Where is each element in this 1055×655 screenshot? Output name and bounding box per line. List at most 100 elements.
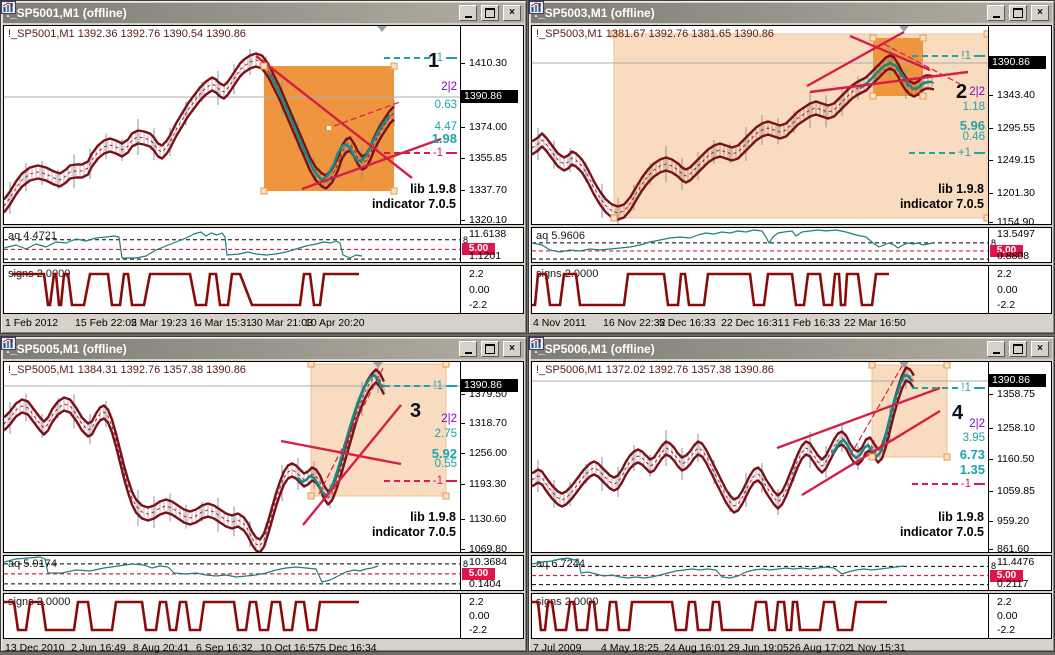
indicator-version: indicator 7.0.5 xyxy=(371,525,456,539)
window-titlebar[interactable]: !_SP5001,M1 (offline) × xyxy=(1,1,524,23)
price-tick-label: 1160.50 xyxy=(997,453,1035,465)
level-annotation: !1 xyxy=(384,379,457,393)
window-titlebar[interactable]: !_SP5006,M1 (offline) × xyxy=(529,337,1052,359)
price-tick xyxy=(461,453,465,454)
aq-level-8: 8 xyxy=(991,561,997,572)
time-axis[interactable]: 13 Dec 2010 2 Jun 16:49 8 Aug 20:41 6 Sep 1… xyxy=(3,641,524,655)
lib-version-label: lib 1.9.8 indicator 7.0.5 xyxy=(372,182,456,212)
chart-window-sp5005[interactable]: !_SP5005,M1 (offline) × !_SP5005,M1 1384… xyxy=(0,336,527,654)
price-tick xyxy=(461,549,465,550)
aq-plot[interactable]: aq 4.4721 xyxy=(4,228,460,262)
chart-window-sp5003[interactable]: !_SP5003,M1 (offline) × !_SP5003,M1 1381… xyxy=(528,0,1055,334)
time-axis[interactable]: 1 Feb 2012 15 Feb 22:05 2 Mar 19:23 16 Mar … xyxy=(3,316,524,332)
aq-max-value: 11.4476 xyxy=(997,556,1035,568)
price-axis[interactable]: 1390.86 1410.30 1374.00 1355.85 1337.70 1320… xyxy=(460,26,523,224)
signs-indicator-pane[interactable]: signs 2.0000 2.2 0.00 -2.2 xyxy=(531,593,1052,639)
main-plot[interactable]: !_SP5006,M1 1372.02 1392.76 1357.38 1390… xyxy=(532,362,988,552)
signs-axis[interactable]: 2.2 0.00 -2.2 xyxy=(460,594,523,638)
level-annotation: 0.46 xyxy=(962,131,985,143)
signs-plot[interactable]: signs 2.0000 xyxy=(532,594,988,638)
chart-client-area: !_SP5005,M1 1384.31 1392.76 1357.38 1390… xyxy=(3,361,524,654)
main-price-pane[interactable]: !_SP5006,M1 1372.02 1392.76 1357.38 1390… xyxy=(531,361,1052,553)
level-annotation: 5.92 xyxy=(431,445,457,461)
signs-axis[interactable]: 2.2 0.00 -2.2 xyxy=(460,266,523,313)
current-price-box: 1390.86 xyxy=(461,90,518,103)
signs-axis-max: 2.2 xyxy=(469,596,484,608)
close-button[interactable]: × xyxy=(503,341,521,357)
maximize-button[interactable] xyxy=(1009,5,1027,21)
time-label: 8 Aug 20:41 xyxy=(133,642,190,654)
aq-axis[interactable]: 13.5497 8 5.00 0.8808 xyxy=(988,228,1051,262)
signs-indicator-pane[interactable]: signs 2.0000 2.2 0.00 -2.2 xyxy=(531,265,1052,314)
time-label: 5 Dec 16:34 xyxy=(320,642,377,654)
aq-max-value: 13.5497 xyxy=(997,228,1035,240)
price-tick xyxy=(461,220,465,221)
aq-indicator-pane[interactable]: aq 5.9174 10.3684 8 5.00 0.1404 xyxy=(3,555,524,591)
ohlc-readout: !_SP5006,M1 1372.02 1392.76 1357.38 1390… xyxy=(536,364,774,376)
aq-plot[interactable]: aq 5.9606 xyxy=(532,228,988,262)
aq-axis[interactable]: 11.6138 8 5.00 1.1201 xyxy=(460,228,523,262)
aq-indicator-pane[interactable]: aq 4.4721 11.6138 8 5.00 1.1201 xyxy=(3,227,524,263)
main-plot[interactable]: !_SP5005,M1 1384.31 1392.76 1357.38 1390… xyxy=(4,362,460,552)
time-axis[interactable]: 7 Jul 2009 4 May 18:25 24 Aug 16:01 29 Jun … xyxy=(531,641,1052,655)
price-tick-label: 1318.70 xyxy=(469,417,507,429)
level-annotation: 2|2 xyxy=(441,413,457,425)
price-tick-label: 1295.55 xyxy=(997,122,1035,134)
main-plot[interactable]: !_SP5003,M1 1381.67 1392.76 1381.65 1390… xyxy=(532,26,988,224)
price-tick-label: 1410.30 xyxy=(469,57,507,69)
minimize-button[interactable] xyxy=(987,341,1005,357)
price-tick xyxy=(989,549,993,550)
price-axis[interactable]: 1390.86 1358.75 1258.10 1160.50 1059.85 959.… xyxy=(988,362,1051,552)
signs-axis[interactable]: 2.2 0.00 -2.2 xyxy=(988,594,1051,638)
minimize-button[interactable] xyxy=(987,5,1005,21)
minimize-button[interactable] xyxy=(459,5,477,21)
aq-plot[interactable]: aq 5.9174 xyxy=(4,556,460,590)
aq-axis[interactable]: 10.3684 8 5.00 0.1404 xyxy=(460,556,523,590)
signs-indicator-pane[interactable]: signs 2.0000 2.2 0.00 -2.2 xyxy=(3,593,524,639)
main-price-pane[interactable]: !_SP5001,M1 1392.36 1392.76 1390.54 1390… xyxy=(3,25,524,225)
minimize-button[interactable] xyxy=(459,341,477,357)
time-label: 29 Jun 19:05 xyxy=(728,642,789,654)
main-plot[interactable]: !_SP5001,M1 1392.36 1392.76 1390.54 1390… xyxy=(4,26,460,224)
price-tick xyxy=(989,521,993,522)
price-axis[interactable]: 1390.86 1379.50 1318.70 1256.00 1193.30 1130… xyxy=(460,362,523,552)
offline-chart-icon xyxy=(529,337,544,350)
maximize-button[interactable] xyxy=(481,5,499,21)
aq-axis[interactable]: 11.4476 8 5.00 0.2117 xyxy=(988,556,1051,590)
signs-axis-zero: 0.00 xyxy=(469,283,490,296)
time-label: 2 Mar 19:23 xyxy=(131,317,188,329)
main-price-pane[interactable]: !_SP5003,M1 1381.67 1392.76 1381.65 1390… xyxy=(531,25,1052,225)
signs-axis-max: 2.2 xyxy=(997,268,1012,280)
window-titlebar[interactable]: !_SP5005,M1 (offline) × xyxy=(1,337,524,359)
signs-axis[interactable]: 2.2 0.00 -2.2 xyxy=(988,266,1051,313)
level-annotation: 4.47 xyxy=(434,121,457,133)
main-price-pane[interactable]: !_SP5005,M1 1384.31 1392.76 1357.38 1390… xyxy=(3,361,524,553)
close-button[interactable]: × xyxy=(1031,341,1049,357)
chart-window-sp5001[interactable]: !_SP5001,M1 (offline) × !_SP5001,M1 1392… xyxy=(0,0,527,334)
chart-client-area: !_SP5006,M1 1372.02 1392.76 1357.38 1390… xyxy=(531,361,1052,654)
aq-alert-level-badge: 5.00 xyxy=(990,244,1023,257)
level-annotation: -1 xyxy=(383,474,457,488)
signs-indicator-pane[interactable]: signs 2.0000 2.2 0.00 -2.2 xyxy=(3,265,524,314)
time-axis[interactable]: 4 Nov 2011 16 Nov 22:32 5 Dec 16:33 22 Dec … xyxy=(531,316,1052,332)
time-label: 7 Jul 2009 xyxy=(533,642,582,654)
maximize-button[interactable] xyxy=(481,341,499,357)
aq-plot[interactable]: aq 6.7244 xyxy=(532,556,988,590)
close-button[interactable]: × xyxy=(503,5,521,21)
signs-plot[interactable]: signs 2.0000 xyxy=(4,594,460,638)
price-tick xyxy=(989,459,993,460)
signs-plot[interactable]: signs 2.0000 xyxy=(4,266,460,313)
close-button[interactable]: × xyxy=(1031,5,1049,21)
signs-plot[interactable]: signs 2.0000 xyxy=(532,266,988,313)
price-axis[interactable]: 1390.86 1343.40 1295.55 1249.15 1201.30 1154… xyxy=(988,26,1051,224)
aq-indicator-pane[interactable]: aq 6.7244 11.4476 8 5.00 0.2117 xyxy=(531,555,1052,591)
maximize-button[interactable] xyxy=(1009,341,1027,357)
price-tick xyxy=(989,160,993,161)
aq-indicator-pane[interactable]: aq 5.9606 13.5497 8 5.00 0.8808 xyxy=(531,227,1052,263)
chart-window-sp5006[interactable]: !_SP5006,M1 (offline) × !_SP5006,M1 1372… xyxy=(528,336,1055,654)
aq-min-value: 0.1404 xyxy=(469,578,502,590)
price-tick-label: 1201.30 xyxy=(997,187,1035,199)
time-label: 4 Nov 2011 xyxy=(533,317,586,329)
window-titlebar[interactable]: !_SP5003,M1 (offline) × xyxy=(529,1,1052,23)
price-tick-label: 1374.00 xyxy=(469,121,507,133)
